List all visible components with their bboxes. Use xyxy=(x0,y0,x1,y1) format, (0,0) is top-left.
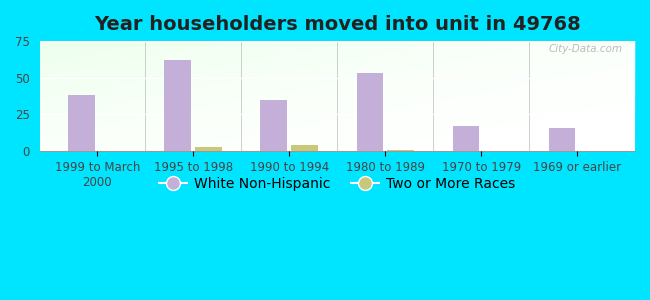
Bar xyxy=(261,100,287,151)
Bar xyxy=(549,128,575,151)
Bar xyxy=(452,126,480,151)
Bar xyxy=(356,74,384,151)
Text: City-Data.com: City-Data.com xyxy=(549,44,623,54)
Title: Year householders moved into unit in 49768: Year householders moved into unit in 497… xyxy=(94,15,580,34)
Bar xyxy=(68,95,96,151)
Bar xyxy=(195,147,222,151)
Bar xyxy=(291,145,318,151)
Bar xyxy=(387,150,414,151)
Bar xyxy=(164,60,191,151)
Legend: White Non-Hispanic, Two or More Races: White Non-Hispanic, Two or More Races xyxy=(154,172,521,197)
